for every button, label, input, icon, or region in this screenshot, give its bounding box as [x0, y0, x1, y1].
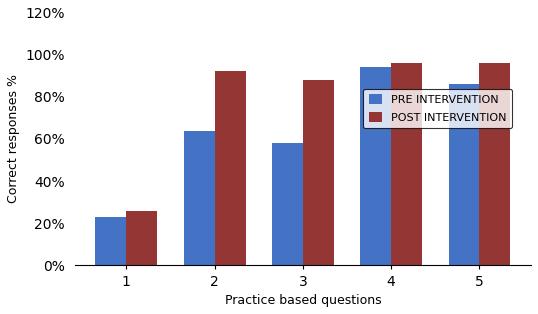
Bar	[215, 72, 245, 265]
Bar	[126, 211, 157, 265]
Bar	[479, 63, 511, 265]
Bar	[303, 80, 334, 265]
Bar	[184, 131, 215, 265]
Bar	[272, 143, 303, 265]
Y-axis label: Correct responses %: Correct responses %	[7, 74, 20, 203]
X-axis label: Practice based questions: Practice based questions	[224, 294, 381, 307]
Bar	[95, 217, 126, 265]
Bar	[360, 67, 391, 265]
Bar	[391, 63, 422, 265]
Legend: PRE INTERVENTION, POST INTERVENTION: PRE INTERVENTION, POST INTERVENTION	[363, 89, 512, 128]
Bar	[449, 84, 479, 265]
